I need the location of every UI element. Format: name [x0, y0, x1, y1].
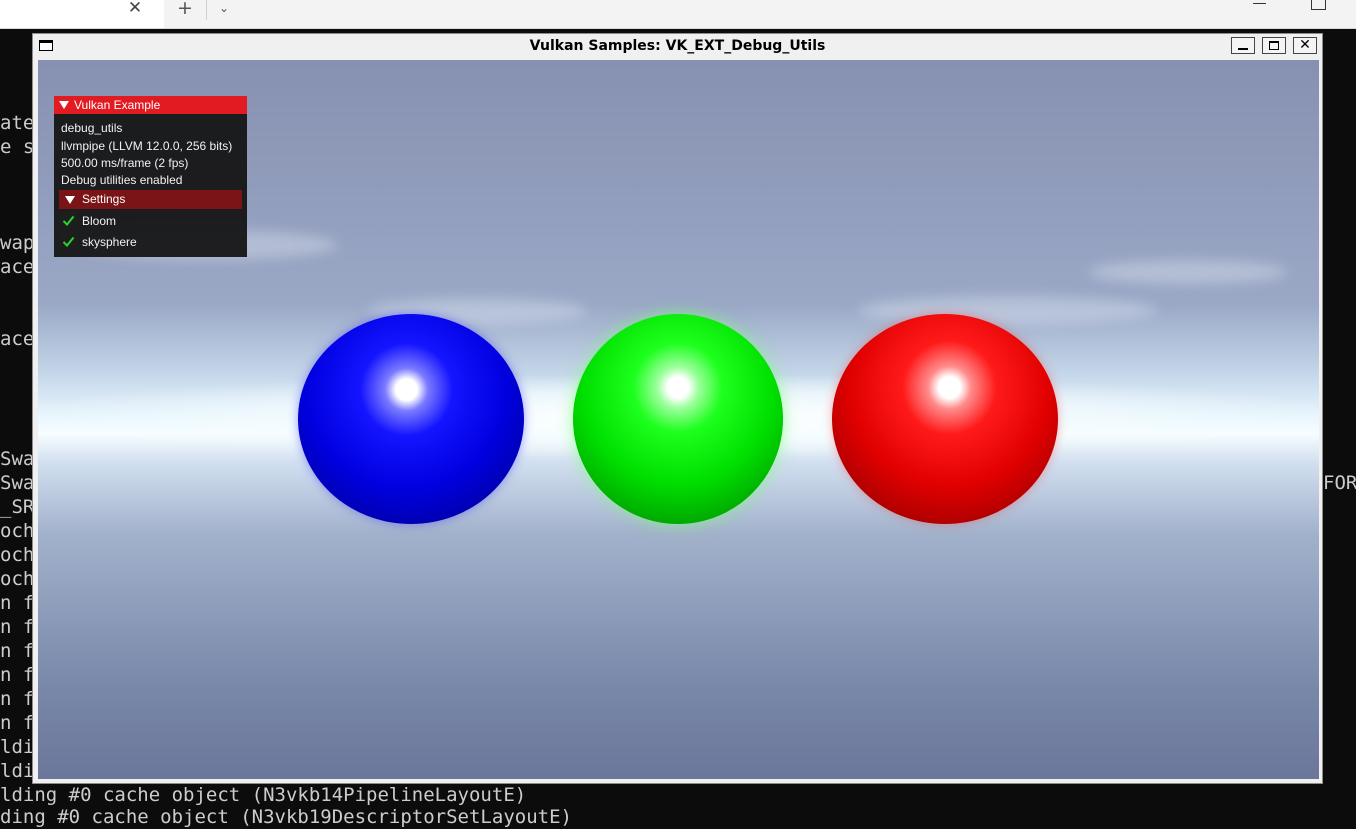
new-tab-icon[interactable]: + — [177, 0, 193, 19]
blue-sphere — [298, 314, 524, 524]
cloud — [858, 296, 1158, 324]
panel-title: Vulkan Example — [74, 98, 161, 112]
minimize-icon[interactable] — [1252, 0, 1268, 10]
bloom-label: Bloom — [82, 214, 117, 228]
chevron-down-icon[interactable]: ⌄ — [218, 1, 230, 15]
window-title: Vulkan Samples: VK_EXT_Debug_Utils — [529, 38, 826, 54]
terminal-line: e s — [0, 136, 35, 158]
terminal-line: ate — [0, 112, 35, 134]
maximize-icon[interactable] — [1311, 0, 1326, 10]
terminal-line: ding #0 cache object (N3vkb19DescriptorS… — [0, 806, 572, 828]
terminal-line: ace — [0, 328, 35, 350]
collapse-triangle-icon[interactable] — [59, 101, 69, 109]
vulkan-window: Vulkan Samples: VK_EXT_Debug_Utils ✕ Vul… — [32, 33, 1323, 784]
cloud — [1088, 260, 1288, 284]
imgui-panel[interactable]: Vulkan Example debug_utils llvmpipe (LLV… — [54, 96, 247, 257]
maximize-button[interactable] — [1262, 37, 1286, 54]
frame-time: 500.00 ms/frame (2 fps) — [61, 156, 189, 170]
tab-divider — [206, 0, 207, 20]
sample-name: debug_utils — [61, 121, 123, 135]
app-window-icon — [39, 40, 53, 51]
bloom-checkbox[interactable] — [60, 212, 77, 229]
render-viewport[interactable]: Vulkan Example debug_utils llvmpipe (LLV… — [38, 60, 1319, 779]
settings-label: Settings — [82, 192, 126, 206]
minimize-button[interactable] — [1231, 37, 1255, 54]
close-icon: ✕ — [1299, 37, 1311, 53]
close-tab-icon[interactable]: ✕ — [127, 0, 143, 18]
green-sphere — [573, 314, 783, 524]
terminal-text-fragment: FOR — [1323, 472, 1356, 494]
terminal-line: ace — [0, 256, 35, 278]
close-button[interactable]: ✕ — [1293, 37, 1317, 54]
skysphere-label: skysphere — [82, 235, 137, 249]
panel-header[interactable]: Vulkan Example — [54, 96, 247, 114]
terminal-tab-strip: ✕ + ⌄ — [0, 0, 1356, 29]
checkmark-icon — [62, 236, 75, 247]
terminal-tab[interactable] — [0, 0, 164, 28]
debug-status: Debug utilities enabled — [61, 173, 183, 187]
skysphere-checkbox[interactable] — [60, 233, 77, 250]
terminal-line: lding #0 cache object (N3vkb14PipelineLa… — [0, 784, 527, 806]
collapse-triangle-icon[interactable] — [65, 196, 75, 204]
device-name: llvmpipe (LLVM 12.0.0, 256 bits) — [61, 139, 233, 153]
red-sphere — [832, 314, 1058, 524]
vulkan-titlebar[interactable]: Vulkan Samples: VK_EXT_Debug_Utils ✕ — [33, 34, 1322, 59]
checkmark-icon — [62, 215, 75, 226]
settings-header[interactable]: Settings — [59, 190, 242, 209]
